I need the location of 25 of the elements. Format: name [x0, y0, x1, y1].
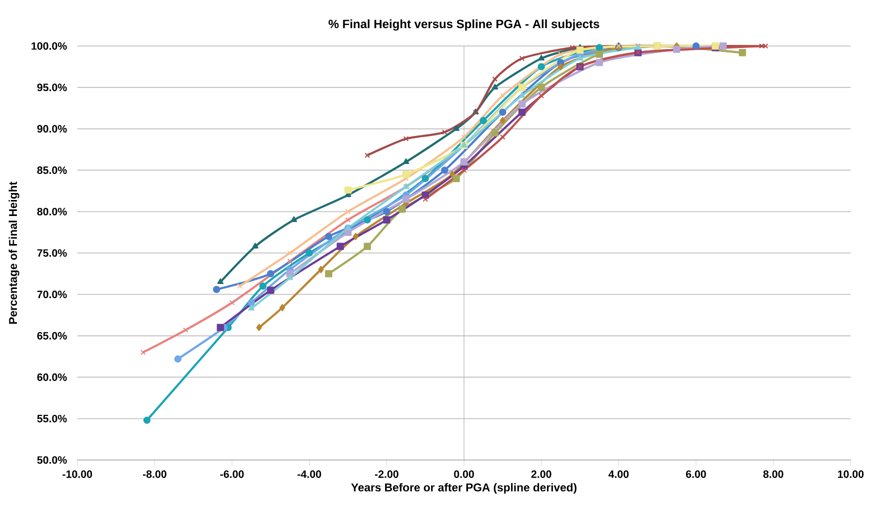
x-tick-label: 4.00 — [608, 470, 629, 478]
x-tick-label: 0.00 — [454, 470, 474, 478]
x-axis-title: Years Before or after PGA (spline derived) — [351, 483, 576, 494]
y-tick-label: 50.0% — [37, 456, 67, 464]
y-tick-label: 90.0% — [37, 125, 67, 133]
x-tick-label: 10.00 — [838, 470, 864, 478]
y-tick-label: 95.0% — [37, 84, 67, 92]
y-tick-label: 80.0% — [37, 208, 67, 216]
x-tick-label: -4.00 — [298, 470, 322, 478]
y-tick-label: 100.0% — [32, 42, 67, 50]
y-tick-label: 85.0% — [37, 166, 67, 174]
chart-title: % Final Height versus Spline PGA - All subjects — [328, 19, 600, 31]
x-tick-label: 2.00 — [531, 470, 552, 478]
x-tick-label: 8.00 — [763, 470, 784, 478]
x-tick-label: -6.00 — [220, 470, 244, 478]
y-tick-label: 55.0% — [37, 414, 67, 422]
y-tick-label: 70.0% — [37, 290, 67, 298]
y-axis-title: Percentage of Final Height — [8, 182, 20, 324]
x-tick-label: 6.00 — [686, 470, 706, 478]
x-tick-label: -2.00 — [374, 470, 398, 478]
y-tick-label: 60.0% — [37, 373, 67, 381]
y-tick-label: 75.0% — [37, 249, 67, 257]
y-tick-label: 65.0% — [37, 332, 67, 340]
x-tick-label: -8.00 — [142, 470, 166, 478]
x-tick-label: -10.00 — [62, 470, 92, 478]
